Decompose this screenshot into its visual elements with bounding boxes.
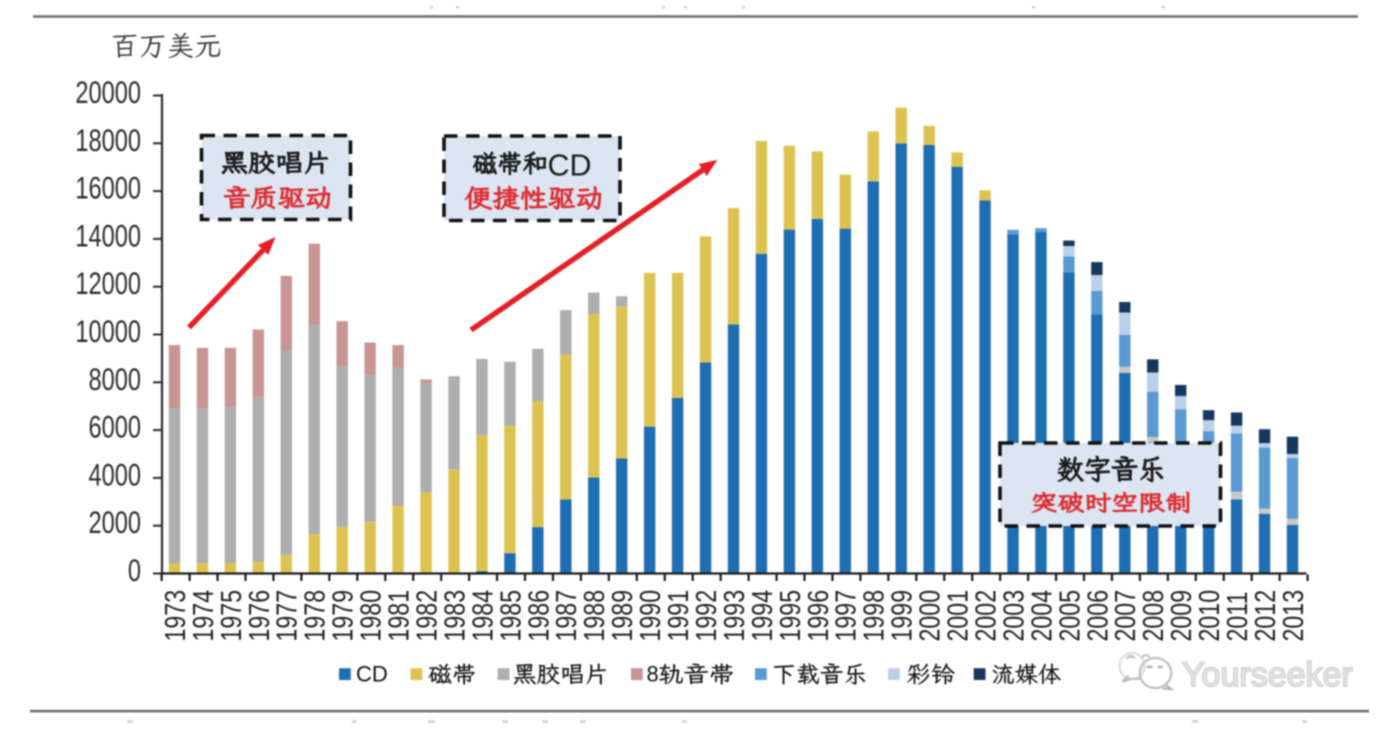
svg-text:2012: 2012 (1248, 590, 1281, 642)
svg-text:12000: 12000 (75, 266, 141, 301)
svg-text:10000: 10000 (75, 314, 141, 349)
svg-text:1999: 1999 (885, 590, 918, 642)
svg-text:1984: 1984 (466, 590, 499, 642)
svg-text:1980: 1980 (354, 590, 387, 642)
svg-text:2000: 2000 (88, 505, 141, 540)
svg-text:6000: 6000 (88, 409, 141, 444)
svg-text:18000: 18000 (75, 123, 141, 158)
svg-text:1991: 1991 (661, 590, 694, 642)
svg-text:2000: 2000 (913, 590, 946, 642)
svg-text:1997: 1997 (829, 590, 862, 642)
svg-text:CD: CD (356, 662, 388, 687)
svg-text:1986: 1986 (522, 590, 555, 642)
svg-text:4000: 4000 (88, 457, 141, 492)
svg-text:8: 8 (647, 662, 659, 687)
svg-text:14000: 14000 (75, 218, 141, 253)
svg-text:2006: 2006 (1081, 590, 1114, 642)
svg-text:8000: 8000 (88, 362, 141, 397)
svg-text:1981: 1981 (382, 590, 415, 642)
svg-text:2001: 2001 (941, 590, 974, 642)
svg-text:2009: 2009 (1165, 590, 1198, 642)
svg-text:1998: 1998 (857, 590, 890, 642)
svg-text:Yourseeker: Yourseeker (1182, 656, 1353, 694)
svg-text:2002: 2002 (969, 590, 1002, 642)
svg-text:1978: 1978 (298, 590, 331, 642)
svg-text:1993: 1993 (717, 590, 750, 642)
svg-text:1983: 1983 (438, 590, 471, 642)
svg-text:1973: 1973 (158, 590, 191, 642)
svg-text:2007: 2007 (1109, 590, 1142, 642)
svg-text:1995: 1995 (773, 590, 806, 642)
svg-text:1992: 1992 (689, 590, 722, 642)
svg-text:1994: 1994 (745, 590, 778, 642)
svg-text:2003: 2003 (997, 590, 1030, 642)
svg-text:1974: 1974 (186, 590, 219, 642)
svg-text:1996: 1996 (801, 590, 834, 642)
svg-text:1976: 1976 (242, 590, 275, 642)
svg-text:1982: 1982 (410, 590, 443, 642)
svg-text:0: 0 (128, 553, 141, 588)
svg-text:2004: 2004 (1025, 590, 1058, 642)
svg-text:20000: 20000 (75, 75, 141, 110)
svg-text:1987: 1987 (550, 590, 583, 642)
svg-text:2010: 2010 (1193, 590, 1226, 642)
svg-text:2005: 2005 (1053, 590, 1086, 642)
svg-text:1985: 1985 (494, 590, 527, 642)
svg-text:1990: 1990 (634, 590, 667, 642)
svg-text:1979: 1979 (326, 590, 359, 642)
svg-text:1988: 1988 (578, 590, 611, 642)
svg-text:2008: 2008 (1137, 590, 1170, 642)
svg-text:2013: 2013 (1276, 590, 1309, 642)
svg-text:CD: CD (548, 149, 592, 183)
svg-text:16000: 16000 (75, 170, 141, 205)
svg-text:1975: 1975 (214, 590, 247, 642)
svg-text:1977: 1977 (270, 590, 303, 642)
svg-text:1989: 1989 (606, 590, 639, 642)
svg-text:2011: 2011 (1220, 592, 1253, 642)
